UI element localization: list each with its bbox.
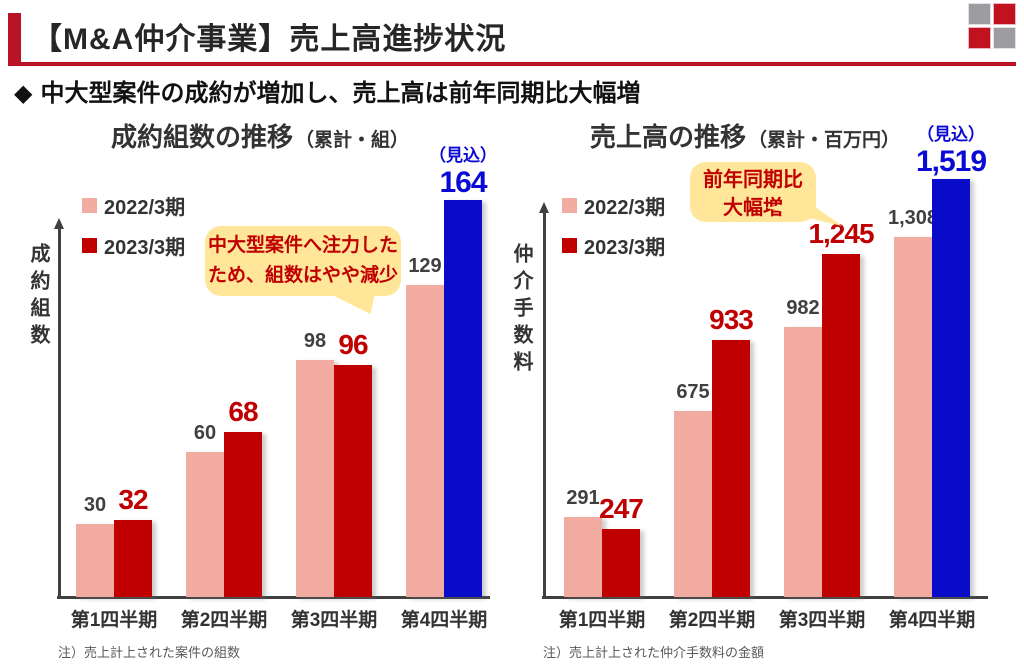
legend-chip-2023 [82, 238, 97, 253]
legend-item-2023: 2023/3期 [562, 231, 665, 260]
bar-s0-q2 [674, 411, 712, 597]
bar-s0-q3 [296, 360, 334, 597]
bar-value-label: 982 [786, 297, 820, 319]
x-tick-label: 第4四半期 [888, 610, 976, 631]
bar-s0-q4 [894, 237, 932, 597]
y-axis-arrow [539, 202, 549, 597]
logo-square-icon [993, 3, 1016, 25]
bar-value-label: 32 [118, 484, 148, 515]
bar-value-label: 933 [709, 304, 754, 335]
bar-value-label: 30 [83, 494, 107, 516]
legend-chip-2023 [562, 238, 577, 253]
chart-title-unit: （累計・組） [295, 130, 410, 151]
logo-square-icon [993, 27, 1016, 49]
callout-line: 前年同期比 [703, 169, 803, 191]
bar-value-label: 1,308 [887, 207, 939, 229]
bar-s1-q3 [822, 254, 860, 597]
chart-title-text: 売上高の推移 [589, 122, 746, 152]
bar-value-label: 675 [676, 381, 710, 403]
bar-s0-q2 [186, 452, 224, 597]
callout-sales: 前年同期比 大幅増 [690, 162, 842, 226]
bar-value-label: 68 [228, 396, 258, 427]
plot-area-deals: 第1四半期 30 32 第2四半期 60 68 第3四半期 98 96 第4四半期 129 （見込） 1… [54, 146, 497, 631]
plot-area-sales: 第1四半期 291 247 第2四半期 675 933 第3四半期 982 1,245 第4四半期… [539, 125, 988, 631]
bar-value-label: 60 [193, 422, 217, 444]
chart-title-text: 成約組数の推移 [110, 122, 293, 152]
footnote-sales: 注）売上計上された仲介手数料の金額 [543, 645, 765, 660]
bar-s0-q1 [564, 517, 602, 597]
callout-deals: 中大型案件へ注力した ため、組数はやや減少 [205, 226, 401, 314]
bar-s1-q4 [932, 179, 970, 597]
y-axis-label-sales: 仲介手数料 [510, 243, 532, 378]
legend-item-2022: 2022/3期 [82, 191, 185, 220]
x-tick-label: 第1四半期 [558, 610, 646, 631]
forecast-value: 1,519 [915, 145, 987, 178]
forecast-label: （見込） 1,519 [881, 124, 1021, 177]
bar-value-label: 291 [566, 487, 600, 509]
legend-deals: 2022/3期 2023/3期 [82, 191, 185, 260]
x-tick-label: 第2四半期 [180, 610, 268, 631]
subtitle-text: 中大型案件の成約が増加し、売上高は前年同期比大幅増 [40, 80, 641, 107]
company-logo [968, 3, 1018, 51]
x-tick-label: 第3四半期 [778, 610, 866, 631]
callout-line: ため、組数はやや減少 [207, 265, 398, 286]
forecast-tag: （見込） [429, 146, 497, 165]
bar-s0-q3 [784, 327, 822, 597]
legend-label: 2023/3期 [104, 237, 186, 259]
x-tick-label: 第2四半期 [668, 610, 756, 631]
chart-title-deals: 成約組数の推移 （累計・組） [60, 117, 460, 154]
title-underline [8, 62, 1016, 66]
callout-line: 大幅増 [723, 197, 783, 219]
bar-s1-q2 [712, 340, 750, 597]
forecast-tag: （見込） [917, 125, 985, 144]
chart-title-unit: （累計・百万円） [748, 130, 901, 151]
bar-s0-q1 [76, 524, 114, 597]
x-axis-line [57, 596, 490, 599]
bar-value-label: 1,245 [808, 218, 874, 249]
callout-line: 中大型案件へ注力した [207, 235, 398, 256]
x-axis-line [542, 596, 988, 599]
legend-item-2022: 2022/3期 [562, 191, 665, 220]
x-tick-label: 第4四半期 [400, 610, 488, 631]
legend-item-2023: 2023/3期 [82, 231, 185, 260]
y-axis-label-deals: 成約組数 [27, 243, 49, 351]
x-tick-label: 第3四半期 [290, 610, 378, 631]
bar-value-label: 129 [408, 255, 442, 277]
legend-chip-2022 [82, 198, 97, 213]
chart-title-sales: 売上高の推移 （累計・百万円） [545, 117, 945, 154]
diamond-bullet-icon: ◆ [14, 80, 33, 107]
bar-s1-q1 [602, 529, 640, 597]
page-title: 【M&A仲介事業】売上高進捗状況 [32, 23, 507, 56]
forecast-value: 164 [439, 166, 487, 199]
forecast-label: （見込） 164 [393, 145, 533, 198]
x-tick-label: 第1四半期 [70, 610, 158, 631]
y-axis-arrow [54, 218, 64, 597]
logo-square-icon [968, 3, 991, 25]
legend-label: 2023/3期 [584, 237, 666, 259]
title-accent-bar [8, 13, 21, 63]
footnote-deals: 注）売上計上された案件の組数 [58, 645, 241, 660]
subtitle: ◆ 中大型案件の成約が増加し、売上高は前年同期比大幅増 [14, 73, 640, 108]
bar-s1-q2 [224, 432, 262, 597]
legend-label: 2022/3期 [584, 197, 666, 219]
bar-value-label: 96 [338, 329, 368, 360]
legend-sales: 2022/3期 2023/3期 [562, 191, 665, 260]
bar-value-label: 247 [599, 493, 644, 524]
logo-square-icon [968, 27, 991, 49]
bar-s0-q4 [406, 285, 444, 597]
legend-chip-2022 [562, 198, 577, 213]
bar-s1-q3 [334, 365, 372, 597]
legend-label: 2022/3期 [104, 197, 186, 219]
bar-value-label: 98 [303, 330, 327, 352]
bar-s1-q1 [114, 520, 152, 597]
bar-s1-q4 [444, 200, 482, 597]
